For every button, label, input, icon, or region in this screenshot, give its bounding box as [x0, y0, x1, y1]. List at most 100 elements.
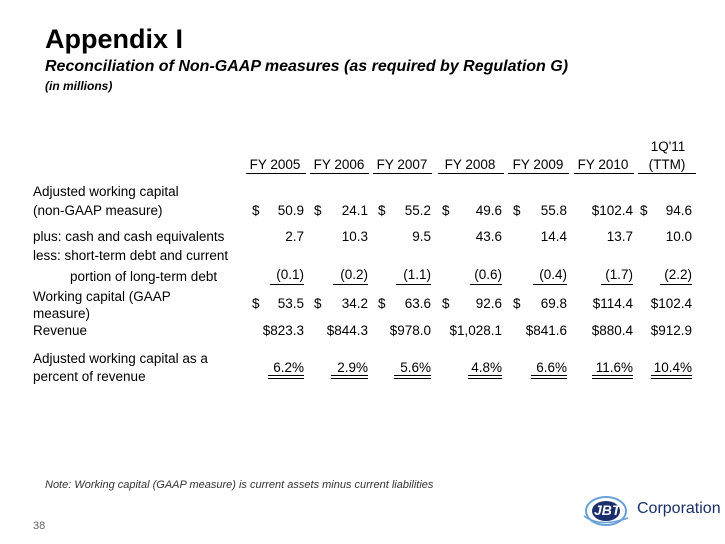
dollar-sign: $	[640, 203, 648, 218]
cell-percent-2006: 2.9%	[337, 360, 368, 375]
cell-adjusted-wc-2007: 55.2	[404, 203, 431, 218]
cell-adjusted-wc-2010: $102.4	[591, 203, 633, 218]
cell-revenue-ttm: $912.9	[650, 323, 692, 338]
col-header-fy2005: FY 2005	[249, 157, 301, 172]
col-header-fy2007: FY 2007	[376, 157, 428, 172]
subtotal-underline	[270, 284, 304, 285]
header-underline	[310, 173, 369, 174]
cell-percent-2009: 6.6%	[536, 360, 567, 375]
header-underline	[508, 173, 569, 174]
row-label-working-capital-sub: measure)	[33, 306, 91, 321]
row-label-revenue: Revenue	[33, 323, 88, 338]
cell-plus-2010: 13.7	[606, 229, 633, 244]
cell-revenue-2008: $1,028.1	[449, 323, 502, 338]
subtotal-underline	[660, 284, 692, 285]
logo-mark-text: JBT	[594, 502, 621, 518]
cell-plus-2005: 2.7	[285, 229, 304, 244]
cell-revenue-2005: $823.3	[262, 323, 304, 338]
header-underline	[638, 173, 696, 174]
row-label-adjusted-wc: Adjusted working capital	[33, 184, 179, 199]
total-double-underline	[531, 375, 567, 379]
cell-percent-2010: 11.6%	[595, 360, 633, 375]
cell-less-2006: (0.2)	[340, 267, 368, 282]
header-underline	[438, 173, 504, 174]
cell-wc-2008: 92.6	[475, 296, 502, 311]
header-underline	[574, 173, 634, 174]
row-label-percent-revenue-sub: percent of revenue	[33, 369, 146, 384]
cell-percent-2005: 6.2%	[273, 360, 304, 375]
dollar-sign: $	[513, 296, 521, 311]
page-title: Appendix I	[45, 24, 184, 54]
cell-adjusted-wc-2005: 50.9	[277, 203, 304, 218]
dollar-sign: $	[314, 203, 322, 218]
col-header-fy2008: FY 2008	[444, 157, 496, 172]
col-header-ttm: (TTM)	[648, 157, 686, 172]
subtotal-underline	[396, 284, 431, 285]
dollar-sign: $	[252, 203, 260, 218]
total-double-underline	[268, 375, 304, 379]
cell-wc-2005: 53.5	[277, 296, 304, 311]
cell-percent-2008: 4.8%	[471, 360, 502, 375]
cell-less-2008: (0.6)	[474, 267, 502, 282]
cell-wc-2010: $114.4	[592, 296, 633, 311]
dollar-sign: $	[378, 203, 386, 218]
cell-plus-ttm: 10.0	[665, 229, 692, 244]
footnote: Note: Working capital (GAAP measure) is …	[45, 479, 434, 491]
units-label: (in millions)	[45, 79, 113, 93]
total-double-underline	[331, 375, 368, 379]
header-underline	[246, 173, 306, 174]
cell-plus-2006: 10.3	[341, 229, 368, 244]
cell-less-2010: (1.7)	[605, 267, 633, 282]
cell-less-2007: (1.1)	[403, 267, 431, 282]
cell-revenue-2009: $841.6	[525, 323, 567, 338]
cell-wc-2009: 69.8	[540, 296, 567, 311]
total-double-underline	[592, 375, 633, 379]
dollar-sign: $	[314, 296, 322, 311]
jbt-logo-icon	[583, 496, 629, 526]
cell-revenue-2007: $978.0	[389, 323, 431, 338]
cell-adjusted-wc-2006: 24.1	[341, 203, 368, 218]
dollar-sign: $	[442, 296, 450, 311]
subtotal-underline	[601, 284, 633, 285]
dollar-sign: $	[442, 203, 450, 218]
cell-wc-2006: 34.2	[341, 296, 368, 311]
ttm-top-header: 1Q'11	[650, 139, 686, 154]
dollar-sign: $	[378, 296, 386, 311]
subtotal-underline	[333, 284, 368, 285]
col-header-fy2006: FY 2006	[313, 157, 365, 172]
cell-less-2009: (0.4)	[539, 267, 567, 282]
row-label-adjusted-wc-sub: (non-GAAP measure)	[33, 203, 163, 218]
subtotal-underline	[533, 284, 567, 285]
col-header-fy2010: FY 2010	[577, 157, 629, 172]
dollar-sign: $	[252, 296, 260, 311]
col-header-fy2009: FY 2009	[512, 157, 564, 172]
page-subtitle: Reconciliation of Non-GAAP measures (as …	[45, 58, 569, 75]
cell-adjusted-wc-2008: 49.6	[475, 203, 502, 218]
cell-adjusted-wc-ttm: 94.6	[665, 203, 692, 218]
row-label-less-debt-sub: portion of long-term debt	[70, 269, 218, 284]
cell-revenue-2006: $844.3	[326, 323, 368, 338]
cell-adjusted-wc-2009: 55.8	[540, 203, 567, 218]
cell-plus-2007: 9.5	[412, 229, 431, 244]
subtotal-underline	[470, 284, 502, 285]
row-label-working-capital: Working capital (GAAP	[33, 289, 171, 304]
cell-plus-2008: 43.6	[475, 229, 502, 244]
row-label-less-debt: less: short-term debt and current	[33, 248, 229, 263]
logo-company-name: Corporation	[637, 500, 721, 517]
row-label-percent-revenue: Adjusted working capital as a	[33, 351, 208, 366]
cell-wc-ttm: $102.4	[650, 296, 692, 311]
cell-plus-2009: 14.4	[540, 229, 567, 244]
dollar-sign: $	[513, 203, 521, 218]
total-double-underline	[468, 375, 502, 379]
total-double-underline	[394, 375, 431, 379]
total-double-underline	[651, 375, 692, 379]
cell-wc-2007: 63.6	[404, 296, 431, 311]
header-underline	[373, 173, 432, 174]
cell-less-2005: (0.1)	[276, 267, 304, 282]
cell-percent-2007: 5.6%	[400, 360, 431, 375]
page-number: 38	[33, 520, 46, 532]
cell-percent-ttm: 10.4%	[653, 360, 692, 375]
row-label-plus-cash: plus: cash and cash equivalents	[33, 229, 225, 244]
cell-less-ttm: (2.2)	[664, 267, 692, 282]
cell-revenue-2010: $880.4	[591, 323, 633, 338]
